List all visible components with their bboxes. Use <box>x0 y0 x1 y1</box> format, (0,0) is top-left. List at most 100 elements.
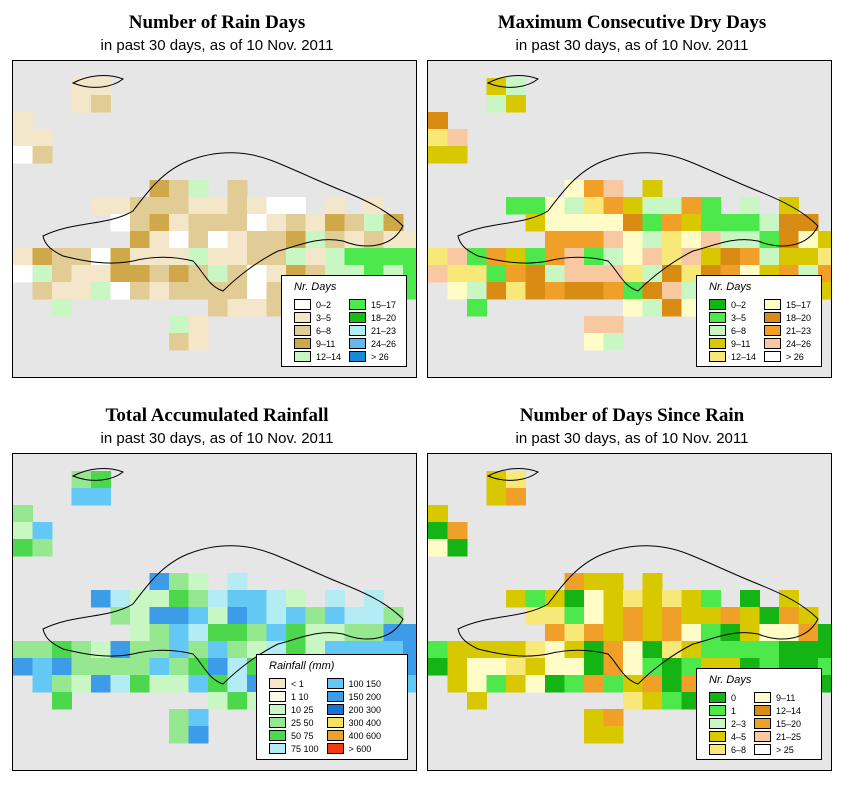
legend-title: Nr. Days <box>709 674 752 686</box>
map-cell <box>91 675 111 693</box>
legend-label: < 1 <box>291 678 304 689</box>
map-cell <box>545 231 565 249</box>
legend-label: 400 600 <box>348 730 382 741</box>
map-cell <box>506 248 526 266</box>
map-cell <box>603 573 624 591</box>
map-cell <box>91 282 111 300</box>
map-cell <box>428 505 448 523</box>
map-cell <box>681 590 702 608</box>
legend-item: 18–20 <box>764 311 811 324</box>
map-cell <box>525 658 546 676</box>
legend-item: 9–11 <box>294 337 341 350</box>
map-cell <box>169 658 189 676</box>
map-cell <box>779 248 799 266</box>
map-cell <box>642 214 663 232</box>
map-cell <box>188 231 209 249</box>
map-cell <box>642 590 663 608</box>
map-cell <box>545 265 565 283</box>
legend-swatch <box>754 731 772 742</box>
map-cell <box>467 675 487 693</box>
map-cell <box>208 675 228 693</box>
map-cell <box>467 282 487 300</box>
map-cell <box>188 265 209 283</box>
map-cell <box>188 641 209 659</box>
map-cell <box>208 265 228 283</box>
map-cell <box>188 607 209 625</box>
map-cell <box>642 180 663 198</box>
map-cell <box>13 265 33 283</box>
map-cell <box>286 607 306 625</box>
map-cell <box>130 214 150 232</box>
legend-swatch <box>764 351 782 362</box>
map-cell <box>564 248 585 266</box>
map-cell <box>603 607 624 625</box>
map-cell <box>545 641 565 659</box>
map-cell <box>169 248 189 266</box>
map-cell <box>344 214 365 232</box>
map-cell <box>506 488 526 506</box>
map-cell <box>227 248 248 266</box>
map-cell <box>642 573 663 591</box>
map-cell <box>91 197 111 215</box>
map-cell <box>227 624 248 642</box>
map-cell <box>71 248 92 266</box>
legend-swatch <box>349 312 367 323</box>
map-cell <box>818 624 831 642</box>
map-cell <box>188 624 209 642</box>
map-cell <box>584 333 604 351</box>
legend-item: > 26 <box>349 350 396 363</box>
map-cell <box>662 282 682 300</box>
map-cell <box>130 282 150 300</box>
map-cell <box>779 231 799 249</box>
legend-swatch <box>326 678 344 689</box>
legend-item: 21–25 <box>754 730 801 743</box>
map-cell <box>130 624 150 642</box>
map-cell <box>701 607 721 625</box>
map-cell <box>584 658 604 676</box>
map-cell <box>383 231 404 249</box>
map-cell <box>169 214 189 232</box>
legend-label: 15–17 <box>786 299 812 310</box>
map-cell <box>740 607 760 625</box>
map-cell <box>642 641 663 659</box>
map-cell <box>428 265 448 283</box>
map-cell <box>110 197 131 215</box>
legend: Rainfall (mm) < 1 1 10 10 25 25 50 50 75 75 1… <box>256 654 408 760</box>
map-cell <box>720 214 741 232</box>
map-cell <box>227 299 248 317</box>
legend-label: 12–14 <box>776 705 802 716</box>
map-cell <box>662 641 682 659</box>
map-cell <box>227 180 248 198</box>
legend-item: 12–14 <box>709 350 756 363</box>
map-cell <box>227 658 248 676</box>
map-cell <box>13 248 33 266</box>
legend-swatch <box>709 718 726 729</box>
map-cell <box>564 180 585 198</box>
map-cell <box>91 641 111 659</box>
map-cell <box>91 658 111 676</box>
island-outline <box>486 75 539 88</box>
map-cell <box>506 282 526 300</box>
map-cell <box>149 180 170 198</box>
map-cell <box>584 624 604 642</box>
map-cell <box>188 316 209 334</box>
map-cell <box>149 641 170 659</box>
map-cell <box>286 590 306 608</box>
map-cell <box>740 641 760 659</box>
legend-label: > 26 <box>786 351 804 362</box>
map-cell <box>584 197 604 215</box>
legend-item: 6–8 <box>294 324 341 337</box>
map-cell <box>325 197 345 215</box>
legend-swatch <box>709 744 726 755</box>
map-cell <box>71 471 92 489</box>
legend-item: 25 50 <box>269 716 319 729</box>
legend-label: 9–11 <box>316 338 336 349</box>
panel-subtitle: in past 30 days, as of 10 Nov. 2011 <box>100 430 334 447</box>
map-cell <box>603 316 624 334</box>
map-cell <box>759 641 780 659</box>
map-cell <box>584 607 604 625</box>
map-cell <box>623 231 643 249</box>
legend-label: 6–8 <box>731 325 747 336</box>
map-cell <box>428 522 448 540</box>
map-cell <box>525 641 546 659</box>
